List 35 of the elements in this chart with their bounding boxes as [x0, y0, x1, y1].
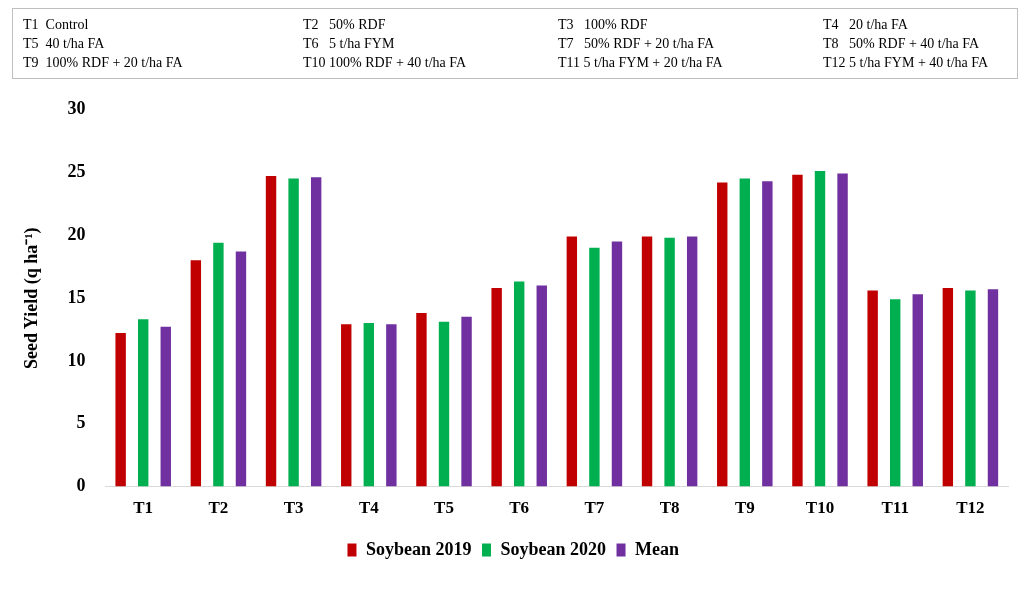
x-tick-label: T6: [509, 498, 530, 518]
y-tick-label: 25: [67, 161, 86, 182]
legend-label: Soybean 2020: [500, 538, 607, 559]
x-tick-label: T2: [208, 498, 229, 518]
text: T7 50% RDF + 20 t/ha FA: [558, 35, 716, 53]
text: T11 5 t/ha FYM + 20 t/ha FA: [558, 54, 724, 72]
text: T2 50% RDF: [303, 16, 387, 34]
x-tick-label: T7: [584, 498, 605, 518]
text: T5 40 t/ha FA: [23, 35, 106, 53]
x-tick-label: T1: [133, 498, 154, 518]
x-tick-label: T10: [805, 498, 835, 518]
text: T6 5 t/ha FYM: [303, 35, 396, 53]
x-tick-label: T9: [734, 498, 755, 518]
x-tick-label: T11: [881, 498, 909, 518]
text: T1 Control: [23, 16, 90, 34]
y-tick-label: 30: [67, 98, 86, 119]
y-tick-label: 20: [67, 224, 86, 245]
x-tick-label: T8: [659, 498, 680, 518]
text: T3 100% RDF: [558, 16, 649, 34]
y-tick-label: 10: [67, 349, 86, 370]
text: T12 5 t/ha FYM + 40 t/ha FA: [823, 54, 990, 72]
legend-label: Mean: [635, 538, 680, 559]
x-tick-label: T3: [283, 498, 304, 518]
y-tick-label: 15: [67, 286, 86, 307]
text: T4 20 t/ha FA: [823, 16, 909, 34]
text: T8 50% RDF + 40 t/ha FA: [823, 35, 981, 53]
y-axis-title: Seed Yield (q ha⁻¹): [21, 227, 43, 369]
text: T9 100% RDF + 20 t/ha FA: [23, 54, 184, 72]
x-tick-label: T5: [434, 498, 454, 518]
x-tick-label: T12: [956, 498, 985, 518]
legend-label: Soybean 2019: [365, 538, 472, 559]
y-tick-label: 0: [76, 475, 86, 496]
x-tick-label: T4: [358, 498, 380, 518]
text: T10 100% RDF + 40 t/ha FA: [303, 54, 468, 72]
y-tick-label: 5: [76, 412, 86, 433]
